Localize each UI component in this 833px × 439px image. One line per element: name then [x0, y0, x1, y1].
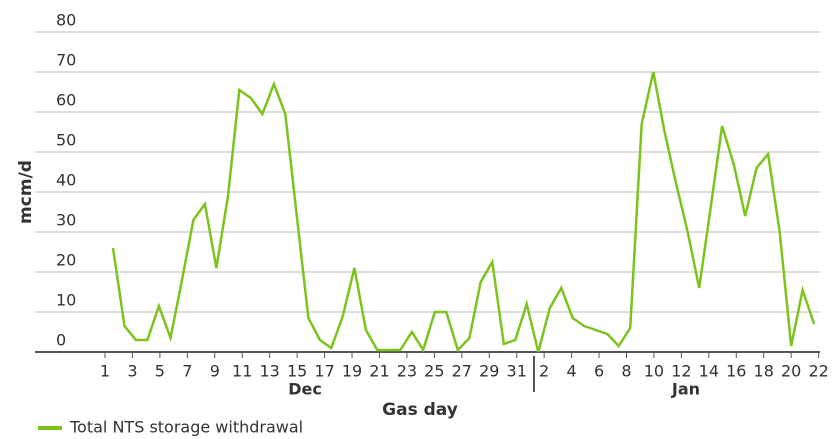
x-tick-label: 9 — [210, 362, 220, 381]
y-tick-label: 40 — [56, 171, 76, 190]
month-label: Jan — [671, 380, 700, 399]
month-label: Dec — [288, 380, 322, 399]
x-tick-label: 17 — [314, 362, 334, 381]
x-tick-label: 13 — [259, 362, 279, 381]
x-tick-label: 15 — [287, 362, 307, 381]
x-tick-label: 25 — [424, 362, 444, 381]
series-line — [111, 71, 816, 353]
x-tick-label: 5 — [155, 362, 165, 381]
y-axis-label: mcm/d — [16, 160, 36, 224]
legend-label: Total NTS storage withdrawal — [69, 418, 303, 437]
y-tick-label: 20 — [56, 251, 76, 270]
y-tick-label: 70 — [56, 51, 76, 70]
x-tick-label: 7 — [182, 362, 192, 381]
y-tick-label: 50 — [56, 131, 76, 150]
x-tick-label: 14 — [699, 362, 719, 381]
y-tick-label: 60 — [56, 91, 76, 110]
x-tick-label: 3 — [127, 362, 137, 381]
x-tick-label: 1 — [100, 362, 110, 381]
x-tick-label: 12 — [671, 362, 691, 381]
x-tick-label: 20 — [781, 362, 801, 381]
y-tick-label: 30 — [56, 211, 76, 230]
x-tick-label: 10 — [644, 362, 664, 381]
x-tick-label: 6 — [594, 362, 604, 381]
x-tick-label: 2 — [539, 362, 549, 381]
x-tick-label: 27 — [452, 362, 472, 381]
x-tick-label: 8 — [621, 362, 631, 381]
x-tick-label: 4 — [567, 362, 577, 381]
x-tick-label: 23 — [397, 362, 417, 381]
x-tick-label: 16 — [726, 362, 746, 381]
x-tick-label: 18 — [754, 362, 774, 381]
x-tick-label: 19 — [342, 362, 362, 381]
x-axis-label: Gas day — [382, 400, 458, 420]
x-tick-label: 21 — [369, 362, 389, 381]
x-tick-label: 31 — [507, 362, 527, 381]
x-tick-label: 11 — [232, 362, 252, 381]
x-tick-label: 29 — [479, 362, 499, 381]
y-tick-label: 0 — [56, 331, 66, 350]
x-tick-label: 22 — [808, 362, 828, 381]
y-tick-label: 80 — [56, 11, 76, 30]
y-tick-label: 10 — [56, 291, 76, 310]
